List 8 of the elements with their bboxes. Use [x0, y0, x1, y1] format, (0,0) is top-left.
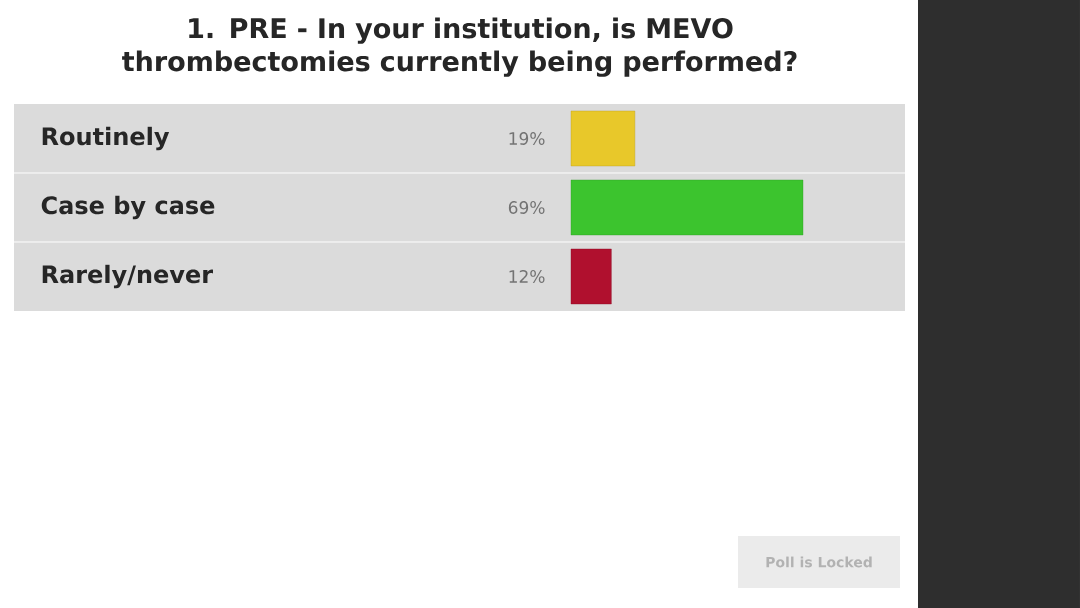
data-label: 69%: [508, 201, 545, 214]
text: Poll is Locked: [766, 556, 872, 568]
y-tick-label: Routinely: [42, 126, 170, 151]
data-label: 19%: [509, 132, 545, 145]
y-tick-label: Case by case: [41, 195, 215, 220]
chart-title: 1. PRE - In your institution, is MEVO thrombectomies currently being performed?: [122, 17, 797, 77]
data-label: 12%: [509, 270, 545, 283]
y-tick-label: Rarely/never: [42, 264, 214, 289]
